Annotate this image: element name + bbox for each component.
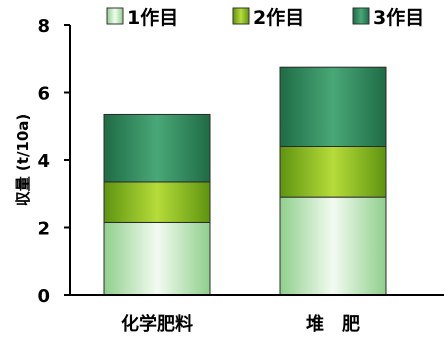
y-tick-label: 6 [37,84,50,105]
axes [69,25,444,296]
legend: 1作目 2作目 3作目 [106,6,424,29]
y-tick-label: 0 [37,286,50,307]
bar-segment [279,146,387,198]
y-axis: 0 2 4 6 8 [37,16,70,307]
x-tick-label: 化学肥料 [121,313,193,335]
bars [103,66,387,296]
legend-item: 2作目 [232,6,304,29]
bar-segment [103,181,211,223]
legend-label: 3作目 [373,6,424,29]
x-axis: 化学肥料 堆 肥 [121,313,360,335]
bar-segment [279,66,387,147]
legend-swatch [232,7,250,25]
y-tick-label: 4 [37,151,50,172]
bar-segment [279,196,387,296]
legend-item: 1作目 [106,6,178,29]
legend-label: 1作目 [127,6,178,29]
bar-segment [103,113,211,183]
legend-swatch [106,7,124,25]
legend-item: 3作目 [352,6,424,29]
legend-label: 2作目 [253,6,304,29]
legend-swatch [352,7,370,25]
bar-segment [103,221,211,296]
y-tick-label: 2 [37,219,50,240]
y-tick-label: 8 [37,16,50,37]
x-tick-label: 堆 肥 [306,313,360,335]
y-axis-label: 収量 (t/10a) [14,114,32,207]
